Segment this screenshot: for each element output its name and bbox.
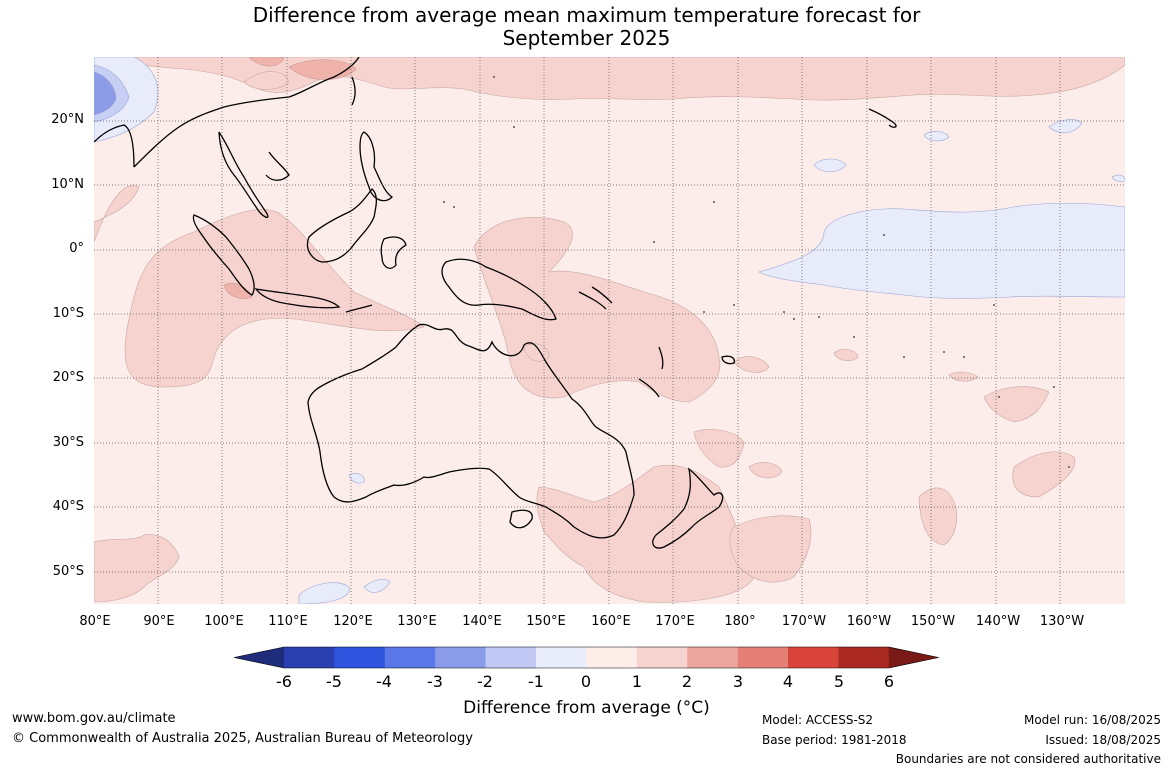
colorbar-tick: -3 <box>427 672 443 691</box>
new-caledonia-coast <box>638 378 660 398</box>
hawaii-coast <box>868 108 897 128</box>
coastlines <box>94 57 897 549</box>
se-asia-coast <box>94 57 360 219</box>
model-name: Model: ACCESS-S2 <box>762 713 874 727</box>
lon-label-110e: 110°E <box>268 614 308 629</box>
model-run-date: Model run: 16/08/2025 <box>1023 713 1161 727</box>
lon-label-150w: 150°W <box>910 614 956 629</box>
colorbar-segment <box>737 647 789 668</box>
colorbar-tick: 1 <box>631 672 643 691</box>
lon-label-160w: 160°W <box>846 614 892 629</box>
tasmania-coast <box>509 509 533 529</box>
colorbar-tick: 4 <box>782 672 794 691</box>
colorbar-tick: 6 <box>883 672 895 691</box>
colorbar-segment <box>485 647 537 668</box>
timor-coast <box>345 304 373 313</box>
philippines-coast <box>359 131 394 202</box>
colorbar-segment <box>284 647 335 668</box>
australia-coast <box>307 323 635 539</box>
lat-label-20n: 20°N <box>51 112 84 127</box>
lat-label-20s: 20°S <box>52 370 84 385</box>
colorbar-tick: 3 <box>732 672 744 691</box>
colorbar-segment <box>536 647 587 668</box>
lon-label-130w: 130°W <box>1039 614 1085 629</box>
colorbar-segment <box>636 647 688 668</box>
colorbar-extend-low <box>234 647 284 668</box>
lon-label-120e: 120°E <box>333 614 373 629</box>
lon-label-180: 180° <box>724 614 756 629</box>
vanuatu-coast <box>658 346 664 370</box>
forecast-map <box>94 57 1125 604</box>
colorbar-tick: -4 <box>376 672 392 691</box>
lat-label-10n: 10°N <box>51 177 84 192</box>
issued-date: Issued: 18/08/2025 <box>1045 733 1161 747</box>
colorbar-outline <box>233 646 939 669</box>
colorbar-tick: -2 <box>477 672 493 691</box>
colorbar <box>233 646 939 669</box>
lon-label-100e: 100°E <box>204 614 244 629</box>
website-link[interactable]: www.bom.gov.au/climate <box>12 711 176 726</box>
lat-label-0: 0° <box>69 241 84 256</box>
colorbar-title: Difference from average (°C) <box>463 698 710 718</box>
colorbar-segment <box>838 647 890 668</box>
boundary-disclaimer: Boundaries are not considered authoritat… <box>895 752 1161 766</box>
copyright-text: © Commonwealth of Australia 2025, Austra… <box>12 731 473 746</box>
colorbar-segment <box>586 647 638 668</box>
colorbar-tick: -1 <box>528 672 544 691</box>
colorbar-segment <box>435 647 487 668</box>
lat-label-40s: 40°S <box>52 499 84 514</box>
title-line-1: Difference from average mean maximum tem… <box>252 3 921 27</box>
colorbar-tick: 2 <box>681 672 693 691</box>
lon-label-170e: 170°E <box>655 614 695 629</box>
java-coast <box>254 288 341 309</box>
colorbar-extend-high <box>888 647 939 668</box>
lon-label-90e: 90°E <box>143 614 175 629</box>
colorbar-tick: -6 <box>276 672 292 691</box>
base-period: Base period: 1981-2018 <box>762 733 907 747</box>
lon-label-130e: 130°E <box>397 614 437 629</box>
sulawesi-coast <box>380 236 407 269</box>
lat-label-10s: 10°S <box>52 306 84 321</box>
lat-label-50s: 50°S <box>52 564 84 579</box>
colorbar-segment <box>334 647 386 668</box>
fiji-coast <box>721 355 735 365</box>
borneo-coast <box>306 188 378 263</box>
solomon-islands-coast <box>578 286 613 310</box>
taiwan-coast <box>351 76 356 106</box>
sumatra-coast <box>192 214 255 296</box>
map-title: Difference from average mean maximum tem… <box>0 4 1173 50</box>
title-line-2: September 2025 <box>502 26 671 50</box>
lon-label-140e: 140°E <box>462 614 502 629</box>
colorbar-segment <box>687 647 739 668</box>
lon-label-150e: 150°E <box>526 614 566 629</box>
small-islands <box>443 76 1070 468</box>
lon-label-80e: 80°E <box>79 614 111 629</box>
colorbar-tick: 0 <box>580 672 592 691</box>
lon-label-160e: 160°E <box>591 614 631 629</box>
lon-label-170w: 170°W <box>781 614 827 629</box>
colorbar-segment <box>384 647 436 668</box>
colorbar-segment <box>788 647 839 668</box>
new-guinea-coast <box>441 258 557 321</box>
new-zealand-coast <box>652 467 724 549</box>
colorbar-tick: 5 <box>833 672 845 691</box>
map-panel <box>94 57 1125 604</box>
colorbar-tick: -5 <box>326 672 342 691</box>
graticule <box>94 57 1125 604</box>
lat-label-30s: 30°S <box>52 435 84 450</box>
lon-label-140w: 140°W <box>975 614 1021 629</box>
